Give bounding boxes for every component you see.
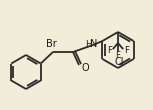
Text: O: O: [81, 63, 89, 73]
Text: N: N: [90, 39, 98, 49]
Text: F: F: [116, 50, 121, 60]
Text: F: F: [124, 46, 129, 55]
Text: Cl: Cl: [114, 57, 124, 67]
Text: H: H: [85, 39, 91, 49]
Text: F: F: [107, 46, 112, 55]
Text: Br: Br: [46, 39, 56, 49]
